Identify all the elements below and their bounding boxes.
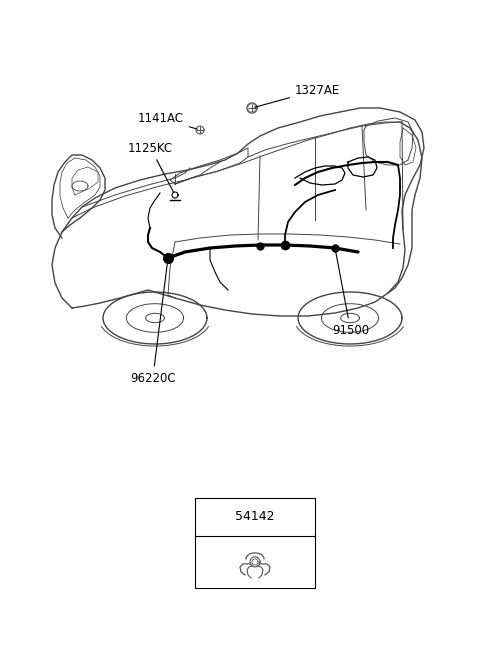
Bar — [195, 498, 315, 588]
Text: 1125KC: 1125KC — [128, 141, 174, 193]
Text: 1141AC: 1141AC — [138, 111, 197, 129]
Text: 96220C: 96220C — [130, 261, 176, 384]
Text: 91500: 91500 — [332, 251, 369, 337]
Text: 1327AE: 1327AE — [255, 83, 340, 107]
Text: 54142: 54142 — [235, 510, 275, 523]
